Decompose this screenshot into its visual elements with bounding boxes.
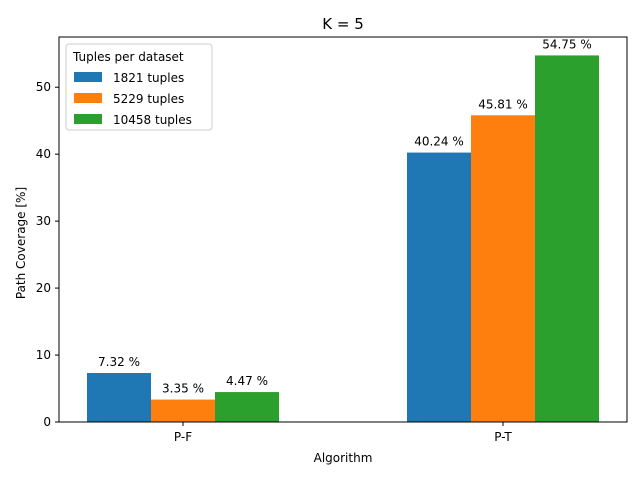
y-axis-label: Path Coverage [%]	[14, 187, 28, 299]
data-label: 45.81 %	[478, 97, 528, 111]
bar	[535, 55, 599, 422]
legend-swatch	[74, 114, 102, 124]
x-axis-label: Algorithm	[314, 451, 373, 465]
legend-swatch	[74, 72, 102, 82]
data-labels-group: 7.32 % 40.24 % 3.35 % 45.81 % 4.47 % 54.75 %	[98, 37, 592, 395]
y-tick-label: 10	[36, 348, 51, 362]
bar	[407, 152, 471, 422]
x-tick-label: P-F	[174, 430, 192, 444]
chart-title: K = 5	[322, 15, 363, 33]
data-label: 3.35 %	[162, 382, 204, 396]
bar	[471, 115, 535, 423]
y-tick-label: 30	[36, 214, 51, 228]
legend-title: Tuples per dataset	[72, 50, 184, 64]
data-label: 40.24 %	[414, 135, 464, 149]
data-label: 54.75 %	[542, 37, 592, 51]
legend: Tuples per dataset 1821 tuples 5229 tuples…	[65, 43, 213, 131]
legend-entry: 10458 tuples	[113, 113, 192, 127]
y-tick-label: 40	[36, 147, 51, 161]
bars-group	[87, 55, 599, 423]
legend-entry: 5229 tuples	[113, 92, 184, 106]
plot-frame	[58, 36, 628, 423]
y-tick-label: 20	[36, 281, 51, 295]
axes-group: 0 10 20 30 40 50 P-F P-T	[36, 36, 628, 444]
y-tick-label: 0	[43, 415, 51, 429]
x-tick-label: P-T	[494, 430, 512, 444]
legend-swatch	[74, 93, 102, 103]
data-label: 7.32 %	[98, 355, 140, 369]
legend-box	[65, 43, 213, 131]
bar	[151, 399, 215, 422]
legend-entry: 1821 tuples	[113, 71, 184, 85]
y-tick-label: 50	[36, 80, 51, 94]
bar	[215, 392, 279, 422]
bar	[87, 372, 151, 422]
data-label: 4.47 %	[226, 374, 268, 388]
